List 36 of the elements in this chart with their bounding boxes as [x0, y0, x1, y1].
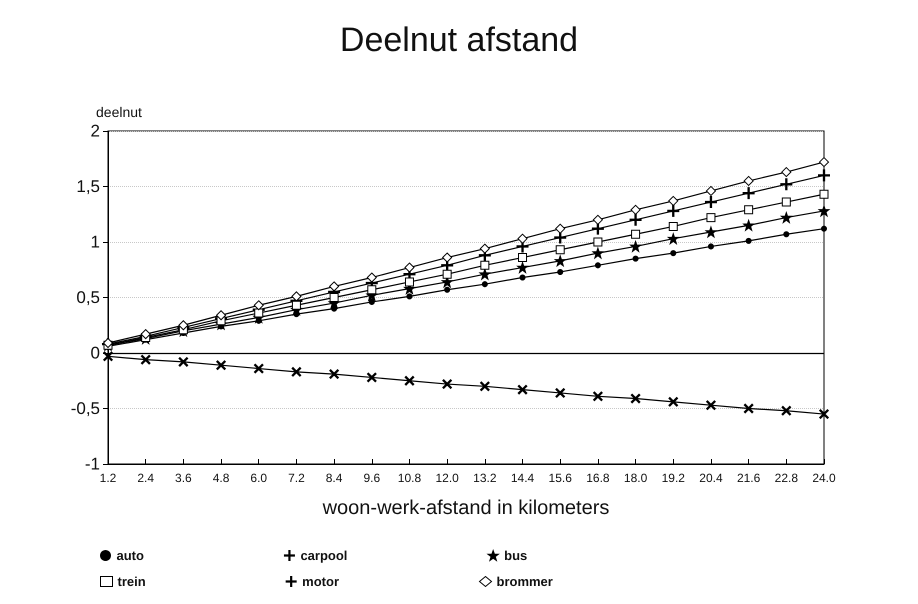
x-tick-label: 22.8 [774, 471, 798, 485]
x-tick-label: 6.0 [250, 471, 268, 485]
chart-title: Deelnut afstand [340, 21, 578, 59]
x-tick-label: 21.6 [736, 471, 761, 485]
x-tick-label: 3.6 [175, 471, 192, 485]
x-tick-label: 13.2 [473, 471, 497, 485]
y-tick-label: 0 [90, 344, 100, 362]
x-tick-label: 20.4 [699, 471, 723, 485]
y-tick-label: 0,5 [76, 288, 100, 307]
x-tick-label: 9.6 [363, 471, 380, 485]
legend-label: bus [504, 548, 528, 563]
legend-label: carpool [300, 548, 348, 563]
legend-label: brommer [496, 574, 553, 589]
x-tick-label: 10.8 [398, 471, 422, 485]
x-tick-label: 12.0 [435, 471, 460, 485]
y-axis-title: deelnut [96, 104, 142, 120]
x-tick-label: 19.2 [662, 471, 686, 485]
x-tick-label: 1.2 [100, 471, 117, 485]
x-tick-label: 8.4 [326, 471, 343, 485]
x-tick-label: 4.8 [212, 471, 230, 485]
x-tick-label: 24.0 [812, 471, 836, 485]
x-tick-label: 15.6 [548, 471, 572, 485]
x-tick-label: 18.0 [624, 471, 648, 485]
x-tick-label: 2.4 [137, 471, 154, 485]
legend-label: auto [116, 548, 144, 563]
y-tick-label: -1 [84, 454, 100, 474]
y-tick-label: -0,5 [70, 399, 100, 418]
x-tick-label: 14.4 [510, 471, 535, 485]
y-tick-label: 2 [90, 122, 100, 140]
y-tick-label: 1 [90, 232, 100, 252]
x-tick-label: 16.8 [586, 471, 610, 485]
y-tick-label: 1,5 [76, 177, 100, 196]
x-tick-label: 7.2 [288, 471, 306, 485]
legend-label: motor [302, 574, 340, 589]
x-axis-title: woon-werk-afstand in kilometers [322, 497, 610, 519]
legend-label: trein [118, 574, 146, 589]
